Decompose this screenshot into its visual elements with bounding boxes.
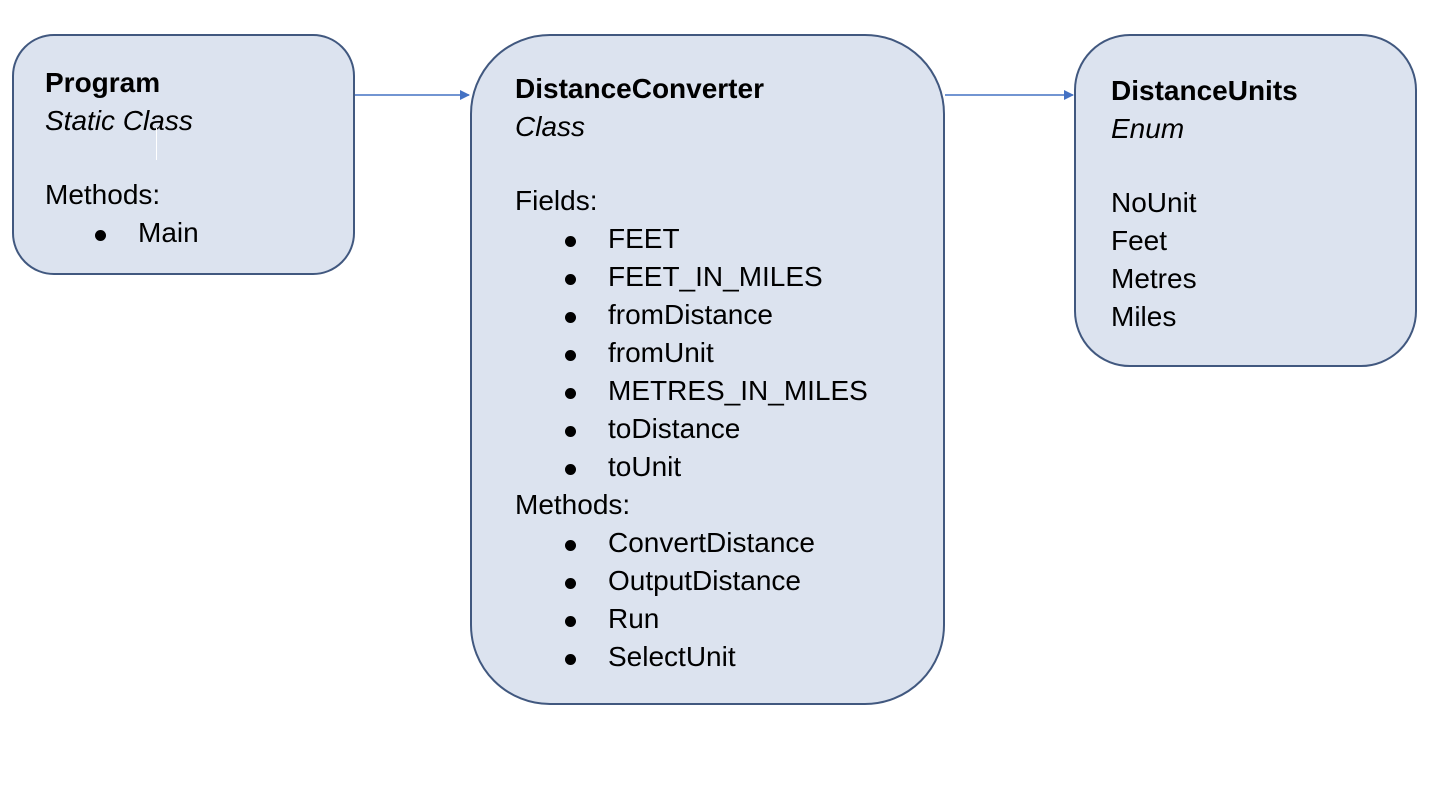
method-item: SelectUnit (515, 638, 868, 676)
program-class-box: Program Static Class Methods: Main (12, 34, 355, 275)
program-methods-label: Methods: (45, 179, 161, 210)
program-class-content: Program Static Class Methods: Main (45, 64, 199, 252)
field-item: METRES_IN_MILES (515, 372, 868, 410)
field-item: toUnit (515, 448, 868, 486)
field-item: fromDistance (515, 296, 868, 334)
program-class-kind: Static Class (45, 105, 193, 136)
distance-converter-class-kind: Class (515, 111, 586, 142)
enum-value: NoUnit (1111, 187, 1197, 218)
enum-value: Feet (1111, 225, 1168, 256)
distance-converter-fields-list: FEET FEET_IN_MILES fromDistance fromUnit… (515, 220, 868, 486)
distance-units-enum-kind: Enum (1111, 113, 1185, 144)
field-item: fromUnit (515, 334, 868, 372)
distance-converter-class-name: DistanceConverter (515, 73, 764, 104)
distance-converter-content: DistanceConverter Class Fields: FEET FEE… (515, 70, 868, 676)
field-item: FEET (515, 220, 868, 258)
distance-units-content: DistanceUnits Enum NoUnit Feet Metres Mi… (1111, 72, 1298, 336)
method-item: ConvertDistance (515, 524, 868, 562)
distance-converter-fields-label: Fields: (515, 185, 598, 216)
field-item: FEET_IN_MILES (515, 258, 868, 296)
distance-converter-methods-label: Methods: (515, 489, 631, 520)
method-item: Run (515, 600, 868, 638)
text-cursor (156, 128, 157, 160)
distance-converter-methods-list: ConvertDistance OutputDistance Run Selec… (515, 524, 868, 676)
method-item: OutputDistance (515, 562, 868, 600)
enum-value: Metres (1111, 263, 1197, 294)
program-method-item: Main (45, 214, 199, 252)
distance-units-values: NoUnit Feet Metres Miles (1111, 184, 1298, 336)
distance-converter-class-box: DistanceConverter Class Fields: FEET FEE… (470, 34, 945, 705)
distance-units-enum-name: DistanceUnits (1111, 75, 1298, 106)
distance-units-enum-box: DistanceUnits Enum NoUnit Feet Metres Mi… (1074, 34, 1417, 367)
enum-value: Miles (1111, 301, 1177, 332)
field-item: toDistance (515, 410, 868, 448)
program-methods-list: Main (45, 214, 199, 252)
program-class-name: Program (45, 67, 161, 98)
